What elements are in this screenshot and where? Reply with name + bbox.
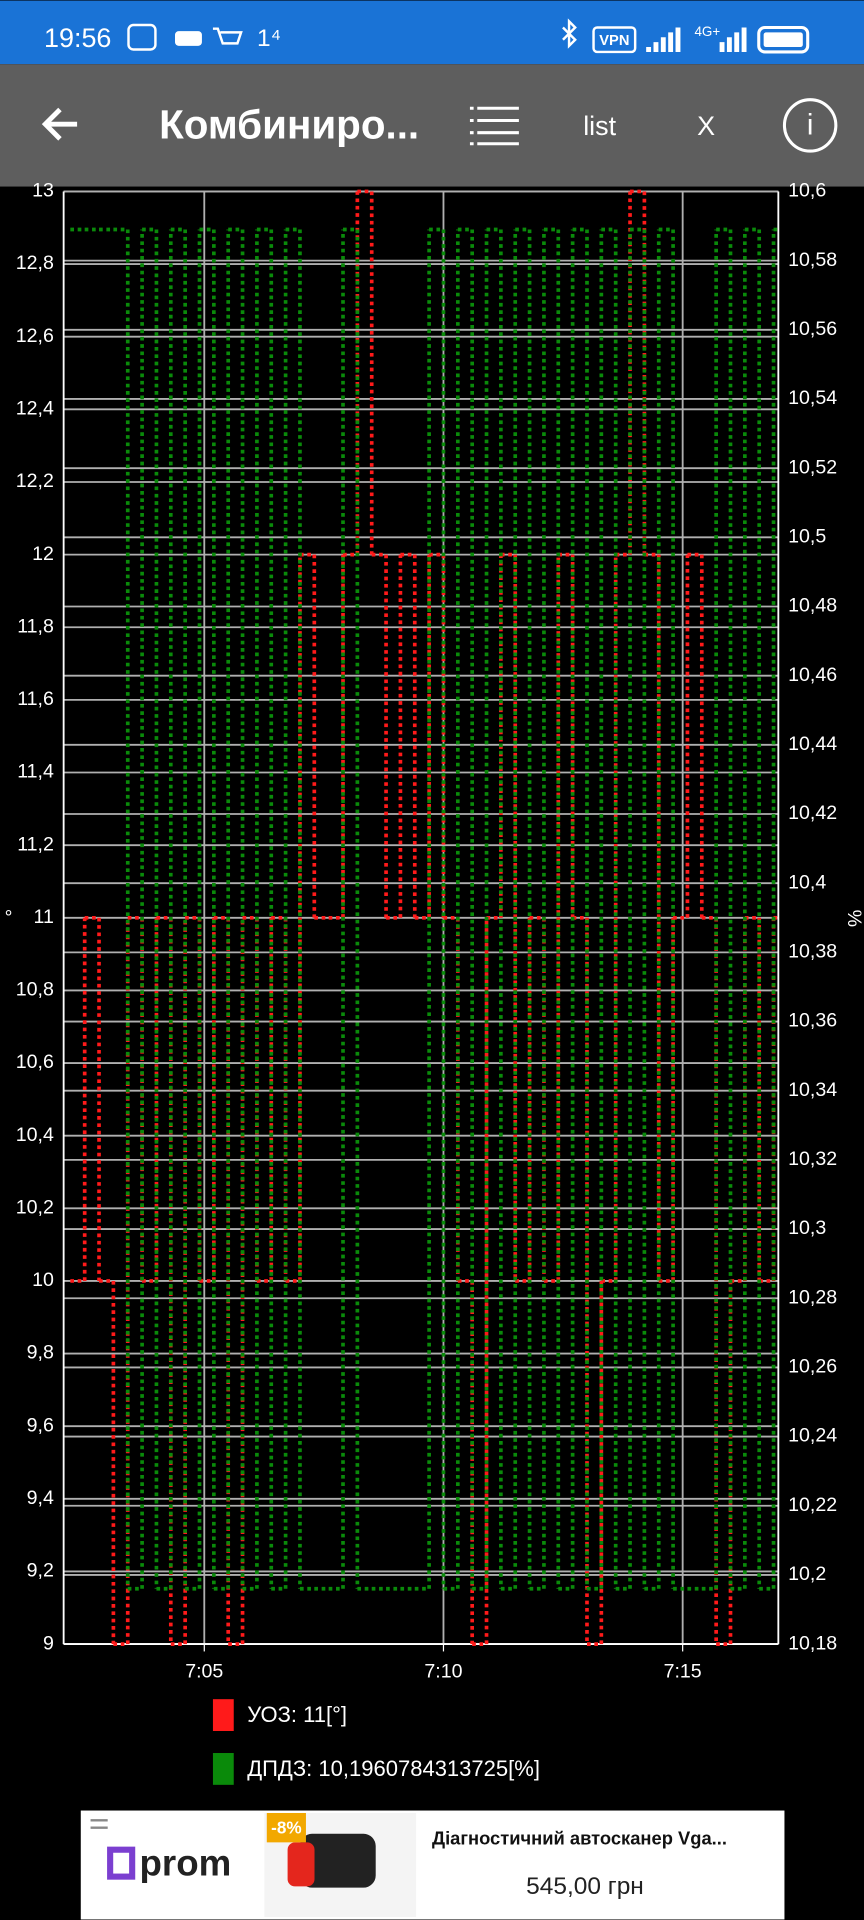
y-tick-label: 9,4 <box>27 1487 54 1509</box>
list-button[interactable]: list <box>583 111 616 141</box>
icon-cart <box>212 27 243 45</box>
status-vpn: VPN <box>599 33 629 49</box>
prom-logo <box>107 1846 136 1880</box>
y2-tick-label: 10,26 <box>788 1356 837 1378</box>
y-tick-label: 10,8 <box>16 979 54 1001</box>
toolbar-title: Комбиниро... <box>159 101 419 147</box>
icon-signal <box>646 27 681 52</box>
status-time: 19:56 <box>44 23 111 53</box>
y2-tick-label: 10,18 <box>788 1632 837 1654</box>
y-tick-label: 13 <box>32 180 54 202</box>
list-icon-dots <box>469 106 474 146</box>
icon-bluetooth <box>562 18 577 49</box>
ad-banner[interactable] <box>80 1810 785 1920</box>
y-axis-label: ° <box>5 907 13 929</box>
y2-tick-label: 10,42 <box>788 802 837 824</box>
y-tick-label: 10,6 <box>16 1051 54 1073</box>
y-tick-label: 9,2 <box>27 1560 54 1582</box>
icon-mute <box>127 23 157 51</box>
legend-label: УОЗ: 11[°] <box>247 1702 347 1727</box>
product-accent <box>287 1842 315 1887</box>
y2-tick-label: 10,58 <box>788 249 837 271</box>
legend-swatch <box>212 1753 234 1785</box>
y2-tick-label: 10,38 <box>788 941 837 963</box>
y-tick-label: 10,4 <box>16 1124 54 1146</box>
y2-tick-label: 10,34 <box>788 1079 837 1101</box>
y2-tick-label: 10,56 <box>788 318 837 340</box>
y2-tick-label: 10,32 <box>788 1148 837 1170</box>
y2-tick-label: 10,22 <box>788 1494 837 1516</box>
y2-tick-label: 10,3 <box>788 1217 826 1239</box>
y2-tick-label: 10,46 <box>788 664 837 686</box>
discount-badge <box>266 1812 306 1843</box>
y-tick-label: 12 <box>32 543 54 565</box>
ad-discount: -8% <box>271 1817 301 1837</box>
x-tick-label: 7:05 <box>185 1660 223 1682</box>
chart: 9 9,2 9,4 9,6 9,8 10 10,2 10,4 10,6 10,8 11 11,2 11,… <box>5 180 864 1785</box>
y2-tick-label: 10,6 <box>788 180 826 202</box>
x-tick-label: 7:10 <box>424 1660 462 1682</box>
ad-brand: prom <box>140 1842 232 1883</box>
ad-product: Діагностичний автосканер Vga... <box>432 1828 727 1849</box>
icon-engine <box>175 31 202 46</box>
y-tick-label: 11,8 <box>17 615 54 637</box>
y-tick-label: 11,2 <box>17 833 54 855</box>
y2-tick-label: 10,52 <box>788 456 837 478</box>
y-tick-label: 11,6 <box>17 688 54 710</box>
info-label: i <box>807 108 814 141</box>
info-button[interactable] <box>782 98 838 153</box>
y2-tick-label: 10,4 <box>788 871 826 893</box>
y-tick-label: 12,2 <box>16 470 54 492</box>
y2-tick-label: 10,54 <box>788 387 837 409</box>
y2-tick-label: 10,24 <box>788 1425 837 1447</box>
y-tick-label: 12,4 <box>16 398 54 420</box>
battery-level <box>763 32 803 48</box>
toolbar <box>0 64 864 187</box>
y2-tick-label: 10,28 <box>788 1286 837 1308</box>
y2-axis-label: % <box>843 910 864 927</box>
status-notification: 1⁴ <box>257 25 281 52</box>
ad-menu <box>90 1819 108 1829</box>
x-tick-label: 7:15 <box>664 1660 702 1682</box>
vpn-box <box>592 26 637 54</box>
y-tick-label: 9,8 <box>27 1342 54 1364</box>
back-button[interactable] <box>41 107 78 141</box>
status-bar <box>0 0 864 65</box>
y-tick-label: 9,6 <box>27 1414 54 1436</box>
legend-label: ДПДЗ: 10,1960784313725[%] <box>247 1756 540 1781</box>
icon-signal-2 <box>719 27 747 52</box>
ad-price: 545,00 грн <box>526 1873 644 1900</box>
y-tick-label: 11 <box>34 906 54 928</box>
list-icon-button[interactable] <box>477 106 519 146</box>
product-image <box>299 1833 376 1888</box>
status-network: 4G+ <box>694 24 720 39</box>
legend-swatch <box>212 1699 234 1731</box>
y2-tick-label: 10,5 <box>788 525 826 547</box>
y-tick-label: 9 <box>43 1632 54 1654</box>
y-tick-label: 11,4 <box>17 761 54 783</box>
y-tick-label: 12,8 <box>16 252 54 274</box>
y2-tick-label: 10,44 <box>788 733 837 755</box>
y2-tick-label: 10,36 <box>788 1010 837 1032</box>
y-tick-label: 10 <box>32 1269 54 1291</box>
icon-battery <box>757 25 810 54</box>
y2-tick-label: 10,2 <box>788 1563 826 1585</box>
y-tick-label: 10,2 <box>16 1196 54 1218</box>
y2-tick-label: 10,48 <box>788 595 837 617</box>
y-tick-label: 12,6 <box>16 325 54 347</box>
close-button[interactable]: X <box>697 111 715 141</box>
